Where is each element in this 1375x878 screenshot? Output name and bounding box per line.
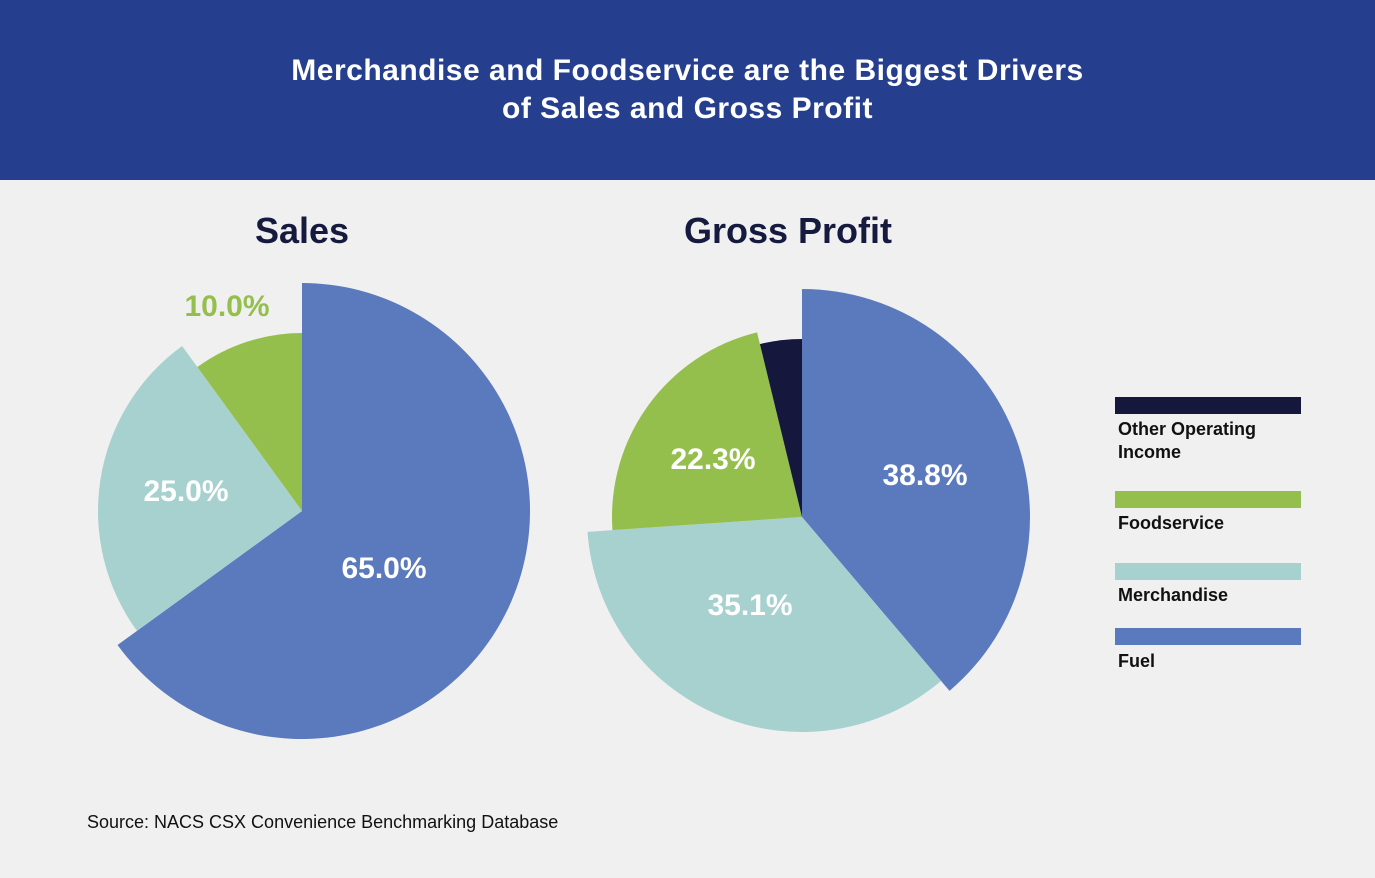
gross-profit-slice-foodservice xyxy=(612,332,802,531)
source-note: Source: NACS CSX Convenience Benchmarkin… xyxy=(87,812,559,832)
legend-swatch-other-operating-income xyxy=(1115,397,1301,414)
sales-slice-fuel xyxy=(117,283,531,739)
header-banner: Merchandise and Foodservice are the Bigg… xyxy=(0,0,1375,180)
legend-label-fuel: Fuel xyxy=(1118,651,1156,671)
gross-profit-slice-fuel xyxy=(802,289,1031,691)
gross-profit-slice-merchandise xyxy=(587,517,942,732)
legend-swatch-fuel xyxy=(1115,628,1301,645)
legend-label-merchandise: Merchandise xyxy=(1118,585,1229,605)
gross-profit-label-merchandise: 35.1% xyxy=(707,589,792,622)
legend-swatch-merchandise xyxy=(1115,563,1301,580)
sales-slice-foodservice xyxy=(197,333,302,511)
gross-profit-label-fuel: 38.8% xyxy=(882,459,967,492)
sales-slice-merchandise xyxy=(98,345,303,631)
legend-swatch-foodservice xyxy=(1115,491,1301,508)
sales-label-merchandise: 25.0% xyxy=(143,475,228,508)
page-title-line-1: Merchandise and Foodservice are the Bigg… xyxy=(291,54,1084,87)
sales-label-fuel: 65.0% xyxy=(341,552,426,585)
sales-label-foodservice: 10.0% xyxy=(184,290,269,323)
legend-label-other-operating-income: Other Operating Income xyxy=(1118,419,1257,462)
gross-profit-chart-title: Gross Profit xyxy=(683,210,893,251)
gross-profit-slice-other-operating-income xyxy=(759,339,802,517)
page-title-line-2: of Sales and Gross Profit xyxy=(502,92,873,125)
legend-label-foodservice: Foodservice xyxy=(1118,513,1225,533)
gross-profit-label-foodservice: 22.3% xyxy=(670,443,755,476)
sales-chart-title: Sales xyxy=(254,210,350,251)
